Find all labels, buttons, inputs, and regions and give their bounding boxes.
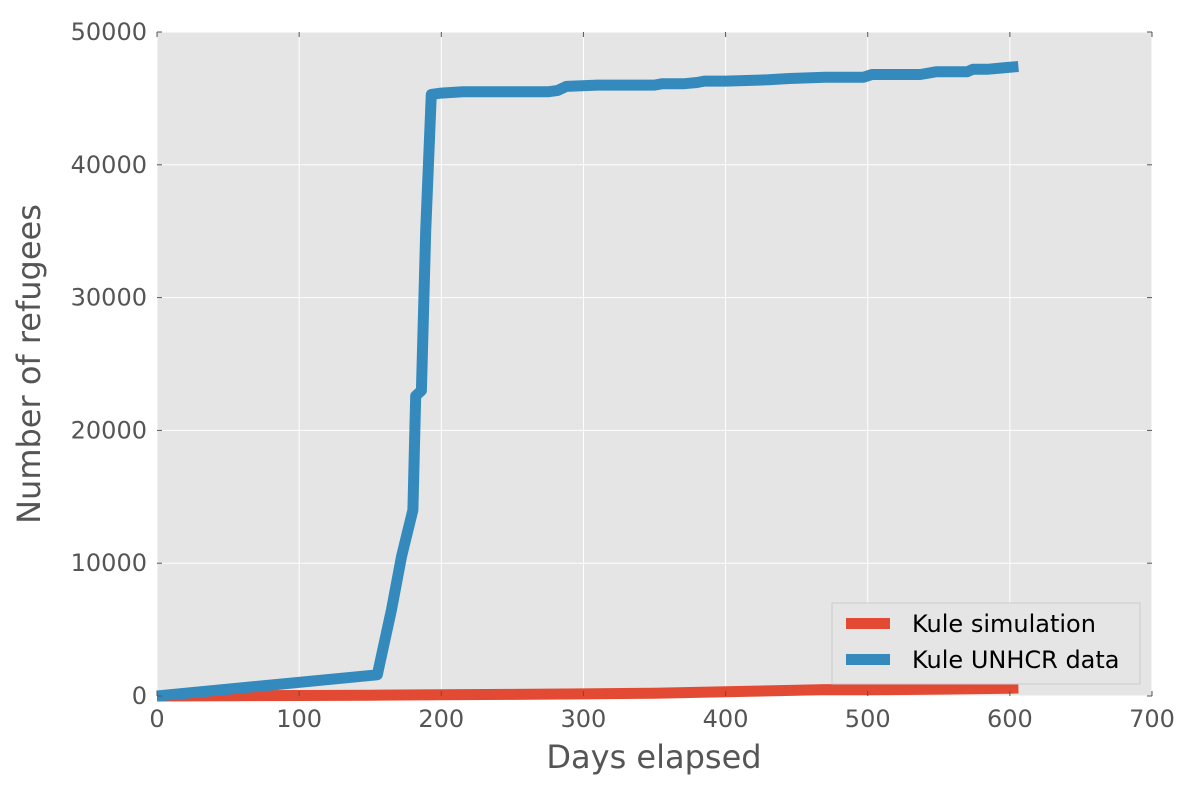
x-tick-label: 400 [703, 705, 749, 733]
legend-swatch-kule-unhcr-data [846, 654, 890, 665]
y-tick-label: 10000 [71, 549, 147, 577]
series-line-kule-simulation [156, 682, 1019, 702]
x-axis-title: Days elapsed [546, 738, 761, 776]
y-tick-label: 0 [132, 682, 147, 710]
series-layer [156, 61, 1019, 702]
y-axis-title: Number of refugees [10, 204, 48, 524]
x-tick-label: 0 [149, 705, 164, 733]
y-tick-label: 40000 [71, 151, 147, 179]
legend-box [831, 602, 1141, 685]
x-tick-label: 700 [1129, 705, 1175, 733]
plot-area [157, 32, 1152, 696]
legend-swatch-kule-simulation [846, 618, 890, 629]
x-tick-label: 500 [845, 705, 891, 733]
legend: Kule simulation Kule UNHCR data [831, 602, 1141, 685]
legend-label-kule-simulation: Kule simulation [912, 610, 1096, 638]
grid-lines [156, 31, 1153, 697]
x-tick-label: 600 [987, 705, 1033, 733]
x-tick-label: 300 [561, 705, 607, 733]
y-tick-label: 30000 [71, 284, 147, 312]
y-tick-label: 50000 [71, 18, 147, 46]
legend-label-kule-unhcr-data: Kule UNHCR data [912, 646, 1120, 674]
axis-ticks [156, 31, 1153, 697]
tick-labels: 0 100 200 300 400 500 600 700 0 10000 20000 30000 40… [71, 18, 1175, 733]
x-tick-label: 200 [418, 705, 464, 733]
x-tick-label: 100 [276, 705, 322, 733]
y-tick-label: 20000 [71, 416, 147, 444]
series-line-kule-unhcr-data [156, 61, 1019, 702]
